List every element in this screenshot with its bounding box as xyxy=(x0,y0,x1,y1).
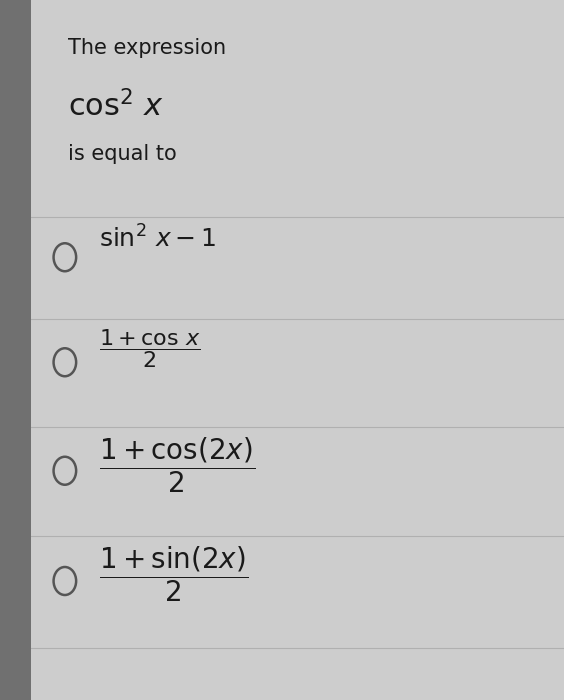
Text: $\dfrac{1 + \mathregular{cos}\ x}{2}$: $\dfrac{1 + \mathregular{cos}\ x}{2}$ xyxy=(99,327,200,370)
Bar xyxy=(0,0,31,700)
Text: The expression: The expression xyxy=(68,38,226,59)
Text: $\mathregular{sin}^2\ x - 1$: $\mathregular{sin}^2\ x - 1$ xyxy=(99,225,216,253)
Text: $\mathregular{cos}^2\ x$: $\mathregular{cos}^2\ x$ xyxy=(68,90,164,122)
Text: $\dfrac{1 + \mathregular{sin}(2x)}{2}$: $\dfrac{1 + \mathregular{sin}(2x)}{2}$ xyxy=(99,544,248,603)
Text: $\dfrac{1 + \mathregular{cos}(2x)}{2}$: $\dfrac{1 + \mathregular{cos}(2x)}{2}$ xyxy=(99,435,255,495)
Text: is equal to: is equal to xyxy=(68,144,177,164)
